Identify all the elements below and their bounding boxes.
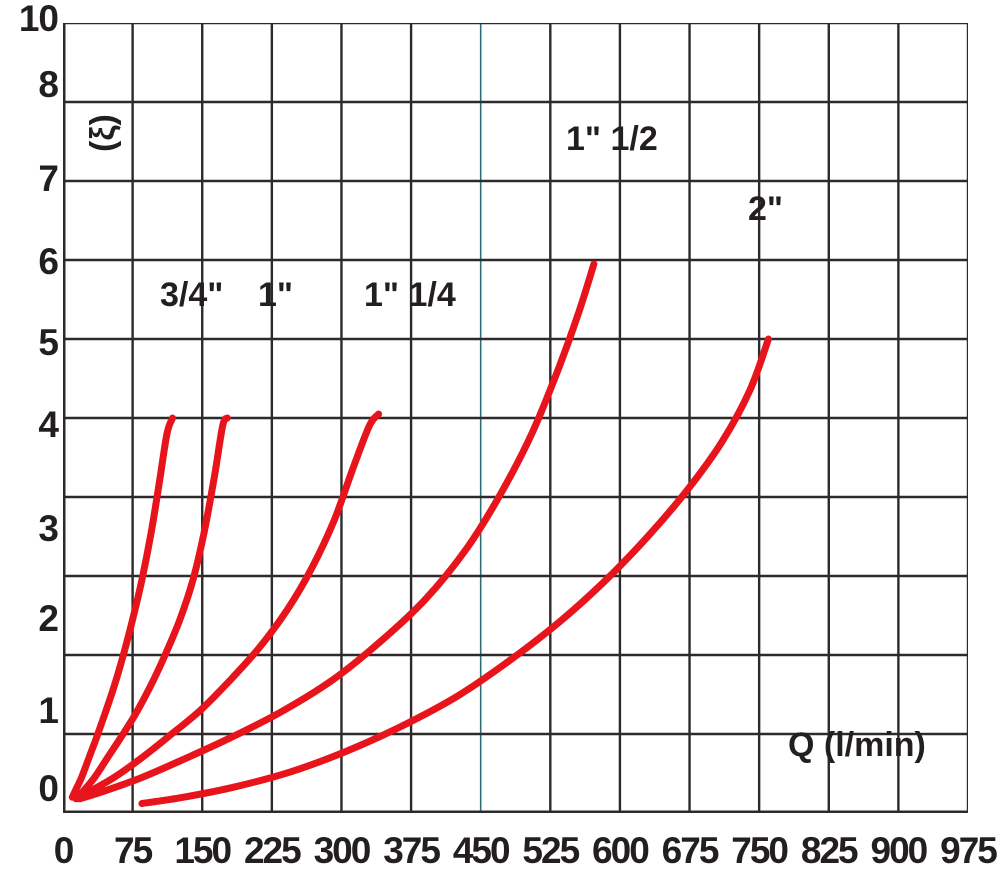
curve-annotation: 3/4" [160,276,224,314]
y-axis-tick-label: 3 [38,508,59,549]
x-axis-tick-label: 75 [114,830,153,871]
x-axis-tick-label: 825 [800,830,859,871]
curve-1-1-4 [74,410,383,803]
plot-area [63,23,968,813]
y-axis-tick-label: 2 [38,598,59,639]
curve-1- [72,414,231,803]
curve-3-4- [68,414,177,801]
curve-annotation: 1" 1/2 [566,120,658,158]
y-axis-tick-label: 1 [38,690,59,731]
x-axis-tick-label: 675 [661,830,720,871]
curve-lines [68,260,772,808]
x-axis-tick-label: 900 [870,830,929,871]
x-axis-tick-label: 300 [313,830,372,871]
curve-annotation: 1" [258,276,294,314]
y-axis-tick-label: 6 [38,241,59,282]
x-axis-tick-label: 0 [53,830,75,871]
x-axis-tick-label: 525 [522,830,580,871]
x-axis-tick-label: 975 [940,830,998,871]
x-axis-title: Q (l/min) [788,726,926,764]
curve-2- [138,335,772,808]
plot-svg [63,23,968,813]
x-axis-tick-label: 750 [731,830,789,871]
curve-1-1-2 [76,260,598,803]
x-axis-tick-label: 225 [243,830,302,871]
curve-annotation: 1" 1/4 [364,276,456,314]
x-axis-tick-label: 450 [452,830,511,871]
x-axis-tick-label: 150 [174,830,232,871]
y-axis-title: (ξ) [84,114,122,152]
y-axis-tick-label: 10 [18,0,59,39]
y-axis-tick-label: 0 [38,768,59,809]
y-axis-tick-label: 7 [38,158,59,199]
grid-lines [63,23,968,813]
y-axis-tick-label: 4 [38,404,59,445]
x-axis-tick-label: 375 [383,830,441,871]
y-axis-tick-labels: 10 8 7 6 5 4 3 2 1 0 [0,0,59,875]
x-axis-tick-label: 600 [592,830,650,871]
x-axis-tick-labels: 0 75 150 225 300 375 450 525 600 675 750 825 900 975 [0,832,1000,876]
y-axis-tick-label: 5 [38,322,59,363]
curve-annotation: 2" [748,190,784,228]
y-axis-tick-label: 8 [38,64,59,105]
